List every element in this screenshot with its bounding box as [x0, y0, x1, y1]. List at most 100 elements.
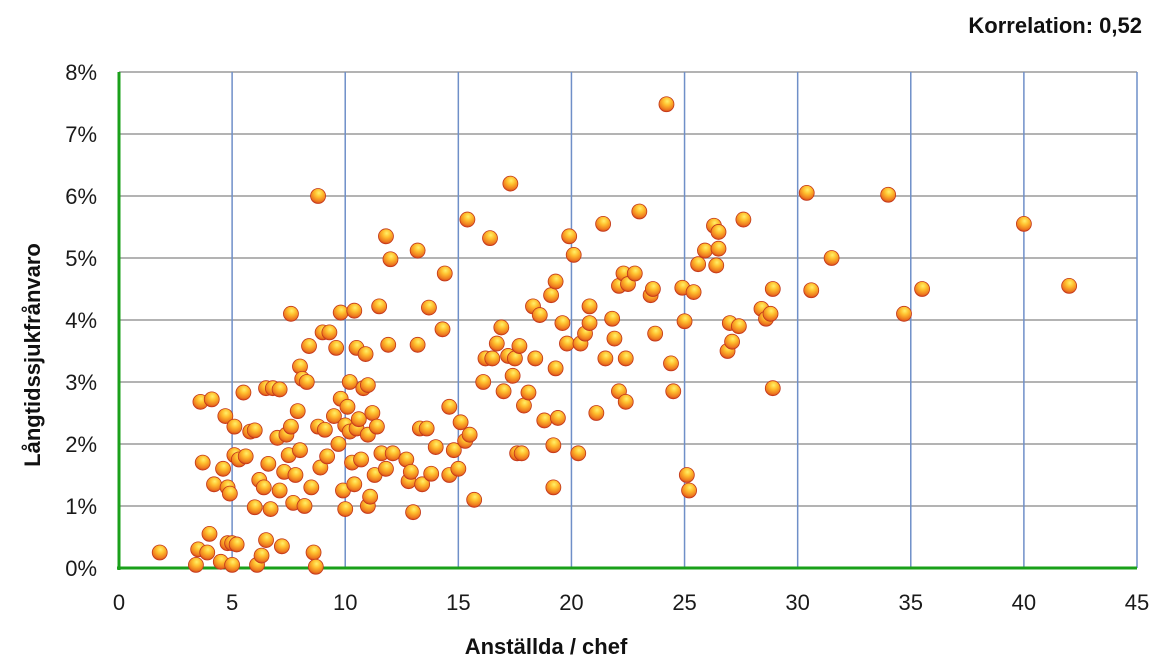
- data-point: [436, 265, 453, 282]
- data-point: [328, 339, 345, 356]
- data-point: [697, 242, 713, 259]
- y-tick-label: 8%: [65, 60, 97, 85]
- data-point: [326, 408, 342, 425]
- data-point: [253, 547, 270, 564]
- data-point: [475, 374, 492, 390]
- data-point: [321, 324, 338, 341]
- data-point: [606, 330, 623, 347]
- data-point: [685, 284, 702, 301]
- x-tick-label: 30: [785, 590, 809, 615]
- data-point: [595, 215, 612, 232]
- data-point: [658, 96, 675, 113]
- y-tick-labels: 0% 1% 2% 3% 4% 5% 6% 7% 8%: [65, 60, 97, 581]
- data-point: [504, 367, 521, 384]
- data-point: [536, 412, 553, 429]
- data-point: [330, 436, 347, 452]
- y-tick-label: 2%: [65, 432, 97, 457]
- data-point: [226, 418, 243, 435]
- y-tick-label: 1%: [65, 494, 97, 519]
- data-point: [803, 282, 820, 299]
- data-point: [434, 321, 451, 338]
- data-point: [554, 315, 571, 332]
- data-point: [581, 298, 598, 315]
- data-point: [339, 398, 356, 415]
- data-point: [604, 310, 621, 327]
- data-point: [301, 338, 317, 354]
- data-point: [414, 476, 431, 493]
- data-point: [663, 355, 679, 372]
- data-point: [316, 421, 333, 438]
- data-point: [359, 377, 376, 394]
- data-point: [201, 526, 218, 542]
- data-point: [350, 411, 367, 428]
- data-point: [310, 188, 326, 204]
- data-point: [678, 467, 695, 483]
- data-point: [380, 336, 397, 353]
- data-point: [283, 305, 299, 322]
- data-point: [378, 228, 394, 245]
- data-point: [405, 504, 421, 521]
- data-point: [246, 422, 263, 439]
- data-point: [260, 455, 277, 472]
- data-point: [409, 336, 426, 353]
- data-point: [823, 250, 840, 266]
- data-point: [246, 499, 263, 516]
- data-point: [271, 482, 288, 499]
- data-point: [545, 479, 562, 496]
- data-point: [194, 454, 211, 471]
- x-tick-label: 25: [672, 590, 696, 615]
- data-point: [287, 467, 304, 483]
- data-point: [617, 350, 634, 367]
- grid-lines: [119, 71, 1138, 568]
- data-point: [364, 405, 381, 421]
- data-point: [362, 488, 379, 505]
- data-point: [570, 445, 587, 462]
- x-tick-label: 35: [899, 590, 923, 615]
- data-points: [151, 96, 1078, 575]
- data-point: [235, 384, 252, 401]
- data-point: [409, 242, 426, 259]
- correlation-annotation: Korrelation: 0,52: [968, 13, 1142, 38]
- data-point: [292, 442, 308, 459]
- data-point: [346, 476, 363, 493]
- data-point: [337, 501, 354, 518]
- data-point: [559, 335, 575, 352]
- data-point: [710, 224, 727, 240]
- x-tick-label: 0: [113, 590, 125, 615]
- data-point: [520, 384, 537, 401]
- data-point: [681, 482, 697, 499]
- y-tick-label: 7%: [65, 122, 97, 147]
- data-point: [262, 501, 279, 518]
- data-point: [647, 325, 664, 342]
- data-point: [450, 460, 467, 477]
- data-point: [493, 319, 510, 336]
- data-point: [597, 350, 614, 367]
- data-point: [547, 273, 564, 290]
- data-point: [547, 360, 564, 377]
- data-point: [371, 298, 388, 315]
- data-point: [307, 558, 324, 575]
- data-point: [549, 410, 566, 426]
- data-point: [423, 465, 440, 482]
- data-point: [1061, 277, 1078, 294]
- x-axis-title: Anställda / chef: [465, 634, 628, 659]
- data-point: [708, 257, 725, 274]
- data-point: [296, 498, 313, 514]
- y-axis-title: Långtidssjukfrånvaro: [20, 243, 45, 467]
- data-point: [531, 307, 548, 323]
- y-tick-label: 4%: [65, 308, 97, 333]
- data-point: [561, 228, 578, 245]
- data-point: [502, 175, 519, 192]
- data-point: [346, 302, 363, 319]
- y-tick-label: 5%: [65, 246, 97, 271]
- data-point: [357, 346, 374, 363]
- data-point: [1015, 215, 1032, 232]
- data-point: [378, 460, 394, 477]
- data-point: [353, 451, 369, 468]
- data-point: [298, 374, 315, 390]
- data-point: [461, 426, 478, 443]
- data-point: [384, 445, 401, 462]
- x-tick-label: 20: [559, 590, 583, 615]
- data-point: [421, 299, 437, 316]
